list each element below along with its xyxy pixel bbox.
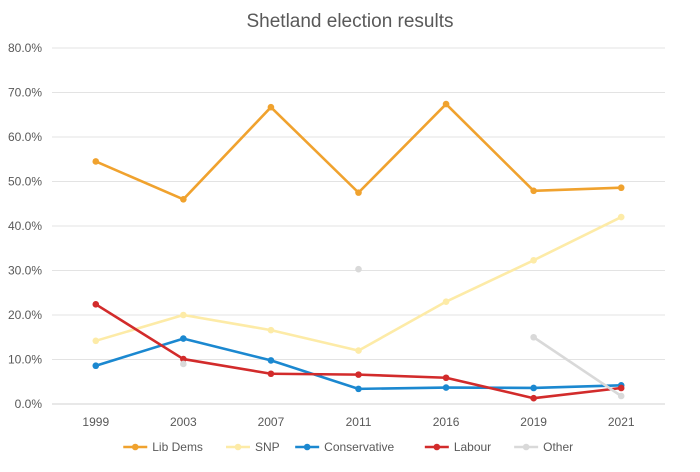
y-tick-label: 20.0% xyxy=(8,308,42,322)
legend-item: Lib Dems xyxy=(123,440,203,454)
series-lib-dems xyxy=(92,101,624,203)
x-tick-label: 2019 xyxy=(520,415,547,429)
data-point xyxy=(530,395,537,402)
legend-swatch-marker xyxy=(434,444,441,451)
legend-swatch-marker xyxy=(235,444,242,451)
data-point xyxy=(355,266,362,273)
series-line-segment xyxy=(446,104,534,191)
data-point xyxy=(180,361,187,368)
x-axis-ticks: 1999 2003 2007 2011 2016 2019 2021 xyxy=(82,415,634,429)
y-tick-label: 80.0% xyxy=(8,41,42,55)
series-line-segment xyxy=(271,107,359,192)
x-tick-label: 2016 xyxy=(433,415,460,429)
series-line-segment xyxy=(534,217,622,260)
data-point xyxy=(530,385,537,392)
data-point xyxy=(530,188,537,195)
data-point xyxy=(355,347,362,354)
legend-label: Labour xyxy=(454,440,491,454)
legend-item: Labour xyxy=(425,440,491,454)
data-point xyxy=(268,357,275,364)
data-point xyxy=(618,393,625,400)
series-line-segment xyxy=(359,375,447,378)
data-point xyxy=(443,384,450,391)
series-line-segment xyxy=(534,388,622,398)
data-point xyxy=(180,335,187,342)
y-tick-label: 0.0% xyxy=(15,397,43,411)
data-point xyxy=(618,184,625,191)
data-point xyxy=(443,374,450,381)
chart-title: Shetland election results xyxy=(246,11,453,32)
data-point xyxy=(355,189,362,196)
y-tick-label: 60.0% xyxy=(8,130,42,144)
data-point xyxy=(530,334,537,341)
data-point xyxy=(618,214,625,221)
series-line-segment xyxy=(534,188,622,191)
series-line-segment xyxy=(359,302,447,351)
x-tick-label: 2011 xyxy=(346,415,372,429)
data-point xyxy=(92,338,99,345)
x-tick-label: 2007 xyxy=(258,415,285,429)
series-line-segment xyxy=(359,104,447,193)
legend-label: SNP xyxy=(255,440,280,454)
legend-swatch-marker xyxy=(304,444,311,451)
data-point xyxy=(355,371,362,378)
legend: Lib Dems SNP Conservative Labour Other xyxy=(123,440,573,454)
legend-label: Lib Dems xyxy=(152,440,203,454)
legend-label: Other xyxy=(543,440,573,454)
data-point xyxy=(180,312,187,319)
data-point xyxy=(268,327,275,334)
series-line-segment xyxy=(183,359,271,374)
series-snp xyxy=(92,214,624,354)
series-layer xyxy=(92,101,624,402)
y-tick-label: 30.0% xyxy=(8,264,42,278)
data-point xyxy=(443,101,450,108)
y-tick-label: 50.0% xyxy=(8,175,42,189)
y-axis-ticks: 0.0% 10.0% 20.0% 30.0% 40.0% 50.0% 60.0% 70.0% 8… xyxy=(8,41,42,411)
series-line-segment xyxy=(183,339,271,361)
data-point xyxy=(268,104,275,111)
series-other xyxy=(180,266,624,399)
data-point xyxy=(180,196,187,203)
legend-item: SNP xyxy=(226,440,280,454)
data-point xyxy=(268,370,275,377)
data-point xyxy=(92,362,99,369)
x-tick-label: 2021 xyxy=(608,415,635,429)
series-line-segment xyxy=(96,315,184,341)
data-point xyxy=(530,257,537,264)
legend-label: Conservative xyxy=(324,440,394,454)
data-point xyxy=(92,158,99,165)
series-line-segment xyxy=(96,161,184,199)
series-line-segment xyxy=(271,330,359,350)
legend-swatch-marker xyxy=(523,444,530,451)
data-point xyxy=(443,298,450,305)
series-line-segment xyxy=(183,315,271,330)
y-tick-label: 10.0% xyxy=(8,353,42,367)
legend-item: Other xyxy=(514,440,573,454)
legend-swatch-marker xyxy=(132,444,139,451)
series-line-segment xyxy=(183,107,271,199)
series-line-segment xyxy=(446,260,534,301)
y-tick-label: 40.0% xyxy=(8,219,42,233)
x-tick-label: 2003 xyxy=(170,415,197,429)
x-tick-label: 1999 xyxy=(82,415,109,429)
data-point xyxy=(92,301,99,308)
y-tick-label: 70.0% xyxy=(8,86,42,100)
data-point xyxy=(618,385,625,392)
series-line-segment xyxy=(359,388,447,389)
series-line-segment xyxy=(271,374,359,375)
data-point xyxy=(355,386,362,393)
legend-item: Conservative xyxy=(295,440,394,454)
